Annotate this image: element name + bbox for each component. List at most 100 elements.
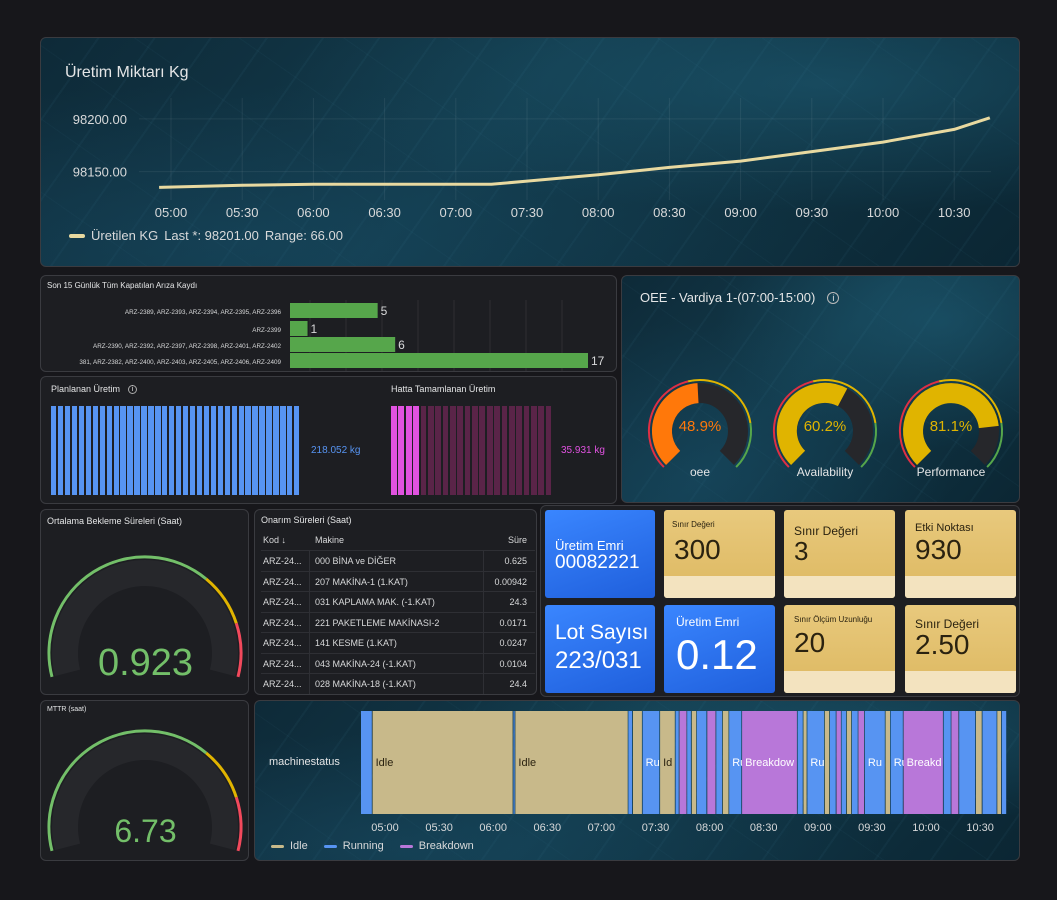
column-divider — [309, 571, 310, 592]
column-divider — [483, 653, 484, 674]
gauge-fill — [652, 383, 700, 465]
x-tick-label: 06:00 — [479, 822, 507, 834]
threshold-arc — [898, 380, 940, 468]
gauge-cell — [435, 406, 442, 495]
info-icon[interactable]: i — [128, 384, 138, 394]
x-tick-label: 05:30 — [425, 822, 453, 834]
threshold-arc — [687, 378, 752, 424]
cell-makine: 000 BİNA ve DİĞER — [315, 556, 397, 566]
completed-value: 35.931 kg — [561, 445, 605, 456]
threshold-arc — [860, 422, 877, 468]
legend-item-running[interactable]: Running — [323, 840, 384, 852]
status-segment — [687, 711, 691, 814]
limit-value-stat-2: Sınır Değeri 3 — [784, 510, 895, 598]
gauge-cell — [51, 406, 57, 495]
x-tick-label: 08:30 — [653, 205, 686, 220]
gauge-cell — [266, 406, 272, 495]
mttr-panel: MTTR (saat) 6.73 — [40, 700, 249, 861]
col-makine[interactable]: Makine — [315, 535, 345, 545]
gauge-cell — [224, 406, 230, 495]
work-order-stat: Üretim Emri 00082221 — [545, 510, 655, 598]
stat-value: 0.12 — [676, 631, 758, 678]
column-divider — [309, 653, 310, 674]
cell-kod: ARZ-24... — [263, 617, 302, 628]
mttr-value: 6.73 — [114, 813, 177, 849]
limit-value-stat-1: Sınır Değeri 300 — [664, 510, 775, 598]
production-line-chart: 05:00 05:30 06:00 06:30 07:00 07:30 08:00 08:30… — [73, 98, 991, 220]
info-icon[interactable]: i — [827, 291, 840, 304]
gauge-cell — [71, 406, 78, 495]
gauge-cell — [449, 406, 456, 495]
gauge-cell — [169, 406, 175, 495]
segment-label: Ru — [868, 757, 882, 769]
gauge-cell — [245, 406, 251, 495]
column-divider — [483, 612, 484, 633]
wait-time-value: 0.923 — [97, 642, 194, 684]
column-divider — [483, 592, 484, 612]
x-tick-label: 05:00 — [371, 822, 399, 834]
gauge-cell — [530, 406, 537, 495]
gauge-cell — [106, 406, 112, 495]
threshold-arc — [772, 380, 814, 468]
planned-title: Planlanan Üretim i — [51, 384, 138, 394]
legend-item-idle[interactable]: Idle — [271, 840, 308, 852]
cell-sure: 0.0247 — [499, 638, 527, 648]
column-divider — [483, 633, 484, 653]
column-divider — [483, 571, 484, 592]
col-kod[interactable]: Kod ↓ — [263, 535, 287, 545]
status-segment — [633, 711, 642, 814]
gauge-cell — [391, 406, 397, 495]
gauge-cell — [120, 406, 126, 495]
threshold-arc — [647, 380, 689, 468]
segment-label: Ru — [810, 757, 824, 769]
gauge-cell — [99, 406, 105, 495]
status-segment — [696, 711, 707, 814]
column-divider — [309, 612, 310, 633]
threshold-arc — [205, 751, 238, 798]
table-row[interactable]: ARZ-24... 043 MAKİNA-24 (-1.KAT) 0.0104 — [261, 652, 535, 674]
planned-value: 218.052 kg — [311, 445, 361, 456]
status-segment — [903, 711, 943, 814]
status-segment — [976, 711, 982, 814]
planned-title-text: Planlanan Üretim — [51, 384, 121, 394]
production-panel: Üretim Miktarı Kg 05:00 05:30 06:00 06:30 07… — [40, 37, 1020, 267]
status-segment — [885, 711, 890, 814]
x-tick-label: 07:30 — [511, 205, 544, 220]
x-tick-label: 08:00 — [582, 205, 615, 220]
y-tick-label: 98150.00 — [73, 165, 127, 180]
sort-down-icon: ↓ — [281, 535, 287, 545]
gauge-fill — [903, 383, 999, 465]
status-segment — [679, 711, 687, 814]
oee-gauges: 48.9% oee 60.2% Availability 81.1% Performanc… — [647, 378, 1003, 479]
status-segment — [943, 711, 951, 814]
stat-sparkline-area — [784, 576, 895, 598]
table-row[interactable]: ARZ-24... 221 PAKETLEME MAKİNASI-2 0.0171 — [261, 611, 535, 633]
status-segment — [729, 711, 742, 814]
gauge-cell — [287, 406, 293, 495]
table-row[interactable]: ARZ-24... 207 MAKİNA-1 (1.KAT) 0.00942 — [261, 570, 535, 592]
legend-label: Running — [342, 840, 384, 852]
col-sure[interactable]: Süre — [507, 535, 527, 545]
work-order-stat-2: Üretim Emri 0.12 — [664, 605, 775, 693]
table-row[interactable]: ARZ-24... 141 KESME (1.KAT) 0.0247 — [261, 632, 535, 653]
cell-makine: 141 KESME (1.KAT) — [315, 638, 397, 648]
legend-item-breakdown[interactable]: Breakdown — [399, 840, 474, 852]
x-tick-label: 07:00 — [440, 205, 473, 220]
table-row[interactable]: ARZ-24... 028 MAKİNA-18 (-1.KAT) 24.4 — [261, 673, 535, 694]
cell-makine: 028 MAKİNA-18 (-1.KAT) — [315, 679, 416, 689]
gauge-cell — [545, 406, 552, 495]
cell-makine: 221 PAKETLEME MAKİNASI-2 — [315, 617, 440, 628]
table-row[interactable]: ARZ-24... 031 KAPLAMA MAK. (-1.KAT) 24.3 — [261, 591, 535, 612]
gauge-cell — [78, 406, 85, 495]
legend-series-name[interactable]: Üretilen KG — [91, 228, 159, 243]
x-tick-label: 09:30 — [858, 822, 886, 834]
status-segment — [824, 711, 830, 814]
threshold-arc — [986, 422, 1003, 468]
table-row[interactable]: ARZ-24... 000 BİNA ve DİĞER 0.625 — [261, 550, 535, 571]
gauge-cell — [182, 406, 189, 495]
gauge-cell — [516, 406, 523, 495]
table-header: Kod ↓ Makine Süre — [261, 535, 535, 551]
status-segment — [982, 711, 997, 814]
status-segment — [858, 711, 865, 814]
